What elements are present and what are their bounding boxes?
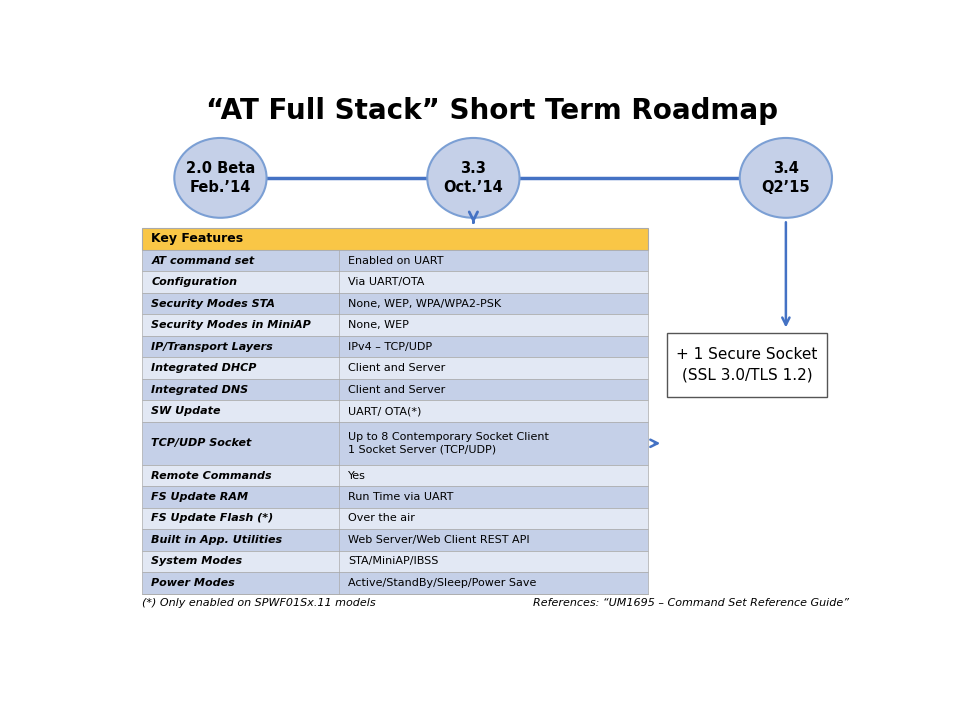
Text: Power Modes: Power Modes [152,578,235,588]
FancyBboxPatch shape [142,529,648,551]
FancyBboxPatch shape [142,551,648,572]
FancyBboxPatch shape [142,271,648,293]
FancyBboxPatch shape [142,228,648,250]
Text: Run Time via UART: Run Time via UART [348,492,454,502]
Text: None, WEP: None, WEP [348,320,409,330]
FancyBboxPatch shape [142,465,648,486]
FancyBboxPatch shape [142,357,648,379]
Text: Client and Server: Client and Server [348,384,445,395]
Text: IPv4 – TCP/UDP: IPv4 – TCP/UDP [348,341,433,351]
FancyBboxPatch shape [142,250,648,271]
Text: Integrated DNS: Integrated DNS [152,384,249,395]
Text: SW Update: SW Update [152,406,221,416]
Text: Enabled on UART: Enabled on UART [348,256,444,266]
Text: Via UART/OTA: Via UART/OTA [348,277,424,287]
Text: Active/StandBy/Sleep/Power Save: Active/StandBy/Sleep/Power Save [348,578,537,588]
Text: None, WEP, WPA/WPA2-PSK: None, WEP, WPA/WPA2-PSK [348,299,501,309]
Text: UART/ OTA(*): UART/ OTA(*) [348,406,421,416]
Text: Key Features: Key Features [152,233,244,246]
FancyBboxPatch shape [142,315,648,336]
Text: Web Server/Web Client REST API: Web Server/Web Client REST API [348,535,530,545]
Text: + 1 Secure Socket
(SSL 3.0/TLS 1.2): + 1 Secure Socket (SSL 3.0/TLS 1.2) [676,347,818,383]
Text: FS Update Flash (*): FS Update Flash (*) [152,513,274,523]
Text: 3.3
Oct.’14: 3.3 Oct.’14 [444,161,503,194]
Text: Remote Commands: Remote Commands [152,470,272,480]
Text: 2.0 Beta
Feb.’14: 2.0 Beta Feb.’14 [186,161,255,194]
Text: IP/Transport Layers: IP/Transport Layers [152,341,273,351]
Text: Over the air: Over the air [348,513,416,523]
FancyBboxPatch shape [142,422,648,465]
FancyBboxPatch shape [667,333,827,397]
Text: TCP/UDP Socket: TCP/UDP Socket [152,438,252,449]
FancyBboxPatch shape [142,572,648,594]
Text: Configuration: Configuration [152,277,237,287]
Text: References: “UM1695 – Command Set Reference Guide”: References: “UM1695 – Command Set Refere… [533,598,849,608]
FancyBboxPatch shape [142,379,648,400]
Text: FS Update RAM: FS Update RAM [152,492,249,502]
FancyBboxPatch shape [142,293,648,315]
Text: Integrated DHCP: Integrated DHCP [152,363,256,373]
Text: Client and Server: Client and Server [348,363,445,373]
Ellipse shape [740,138,832,217]
Text: 3.4
Q2’15: 3.4 Q2’15 [761,161,810,194]
FancyBboxPatch shape [142,336,648,357]
Ellipse shape [175,138,267,217]
FancyBboxPatch shape [142,400,648,422]
Text: Security Modes in MiniAP: Security Modes in MiniAP [152,320,311,330]
Text: STA/MiniAP/IBSS: STA/MiniAP/IBSS [348,557,439,567]
Text: Security Modes STA: Security Modes STA [152,299,276,309]
Ellipse shape [427,138,519,217]
Text: “AT Full Stack” Short Term Roadmap: “AT Full Stack” Short Term Roadmap [206,97,778,125]
FancyBboxPatch shape [142,508,648,529]
FancyBboxPatch shape [142,486,648,508]
Text: (*) Only enabled on SPWF01Sx.11 models: (*) Only enabled on SPWF01Sx.11 models [142,598,376,608]
Text: System Modes: System Modes [152,557,242,567]
Text: AT command set: AT command set [152,256,254,266]
Text: Up to 8 Contemporary Socket Client
1 Socket Server (TCP/UDP): Up to 8 Contemporary Socket Client 1 Soc… [348,432,549,455]
Text: Yes: Yes [348,470,367,480]
Text: Built in App. Utilities: Built in App. Utilities [152,535,282,545]
